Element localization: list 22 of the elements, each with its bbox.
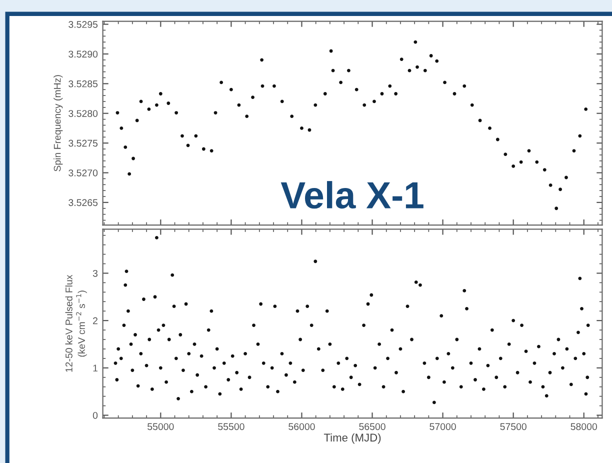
y-tick-label: 3.5285 (68, 80, 98, 88)
y-axis-title: 12-50 keV Pulsed Flux (keV cm$^{−2}$ s$^{−1}$) (65, 274, 87, 372)
x-tick-label: 57000 (430, 423, 456, 430)
y-axis-title: Spin Frequency (mHz) (54, 75, 63, 172)
y-tick-label: 2 (93, 317, 98, 324)
y-tick-label: 3 (92, 270, 98, 277)
y-tick-label: 0 (92, 412, 98, 419)
x-tick-label: 55000 (148, 423, 174, 430)
annotation: Vela X-1 (280, 181, 424, 209)
x-tick-label: 56500 (359, 423, 386, 430)
x-tick-label: 58000 (570, 423, 598, 430)
y-tick-label: 1 (93, 364, 98, 372)
y-tick-label: 3.5280 (68, 110, 98, 117)
x-tick-label: 56000 (288, 423, 315, 430)
y-tick-label: 3.5275 (68, 140, 98, 147)
y-tick-label: 3.5265 (68, 199, 98, 206)
x-tick-label: 57500 (500, 423, 526, 430)
x-tick-label: 55500 (218, 423, 244, 430)
y-tick-label: 3.5295 (68, 21, 98, 28)
y-tick-label: 3.5270 (68, 169, 98, 176)
y-tick-label: 3.5290 (68, 50, 98, 58)
x-axis-title: Time (MJD) (324, 433, 381, 444)
